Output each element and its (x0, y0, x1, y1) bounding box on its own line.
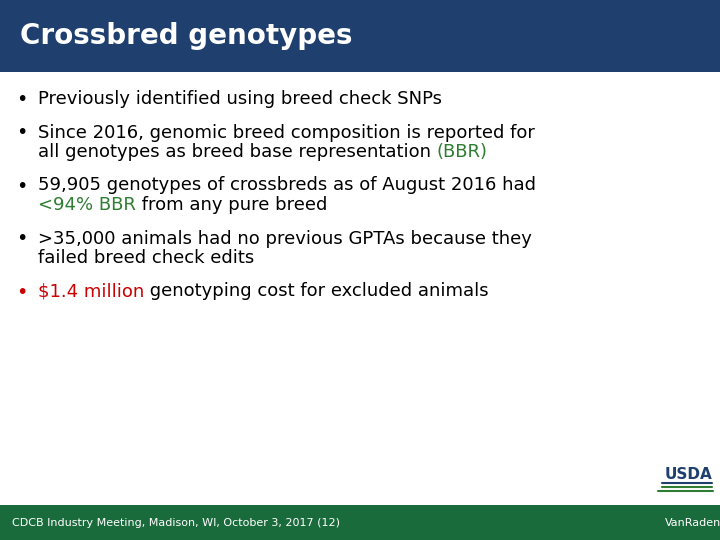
Text: Previously identified using breed check SNPs: Previously identified using breed check … (38, 90, 442, 108)
Text: (BBR): (BBR) (437, 143, 487, 161)
Text: •: • (17, 177, 27, 195)
Text: Since 2016, genomic breed composition is reported for: Since 2016, genomic breed composition is… (38, 124, 535, 141)
Text: <94% BBR: <94% BBR (38, 196, 136, 214)
Text: CDCB Industry Meeting, Madison, WI, October 3, 2017 (12): CDCB Industry Meeting, Madison, WI, Octo… (12, 517, 340, 528)
Text: genotyping cost for excluded animals: genotyping cost for excluded animals (144, 282, 489, 300)
Text: $1.4 million: $1.4 million (38, 282, 144, 300)
Text: Crossbred genotypes: Crossbred genotypes (20, 22, 353, 50)
Text: failed breed check edits: failed breed check edits (38, 249, 254, 267)
Text: VanRaden: VanRaden (665, 517, 720, 528)
Text: USDA: USDA (665, 467, 712, 482)
Bar (0, 505, 720, 540)
Text: all genotypes as breed base representation: all genotypes as breed base representati… (38, 143, 437, 161)
Text: >35,000 animals had no previous GPTAs because they: >35,000 animals had no previous GPTAs be… (38, 230, 532, 247)
Text: from any pure breed: from any pure breed (136, 196, 328, 214)
Text: 59,905 genotypes of crossbreds as of August 2016 had: 59,905 genotypes of crossbreds as of Aug… (38, 177, 536, 194)
Bar (650, 461, 720, 501)
Text: •: • (17, 124, 27, 143)
Bar (0, 0, 720, 72)
Text: •: • (17, 230, 27, 248)
Text: •: • (17, 282, 27, 301)
Text: •: • (17, 90, 27, 109)
